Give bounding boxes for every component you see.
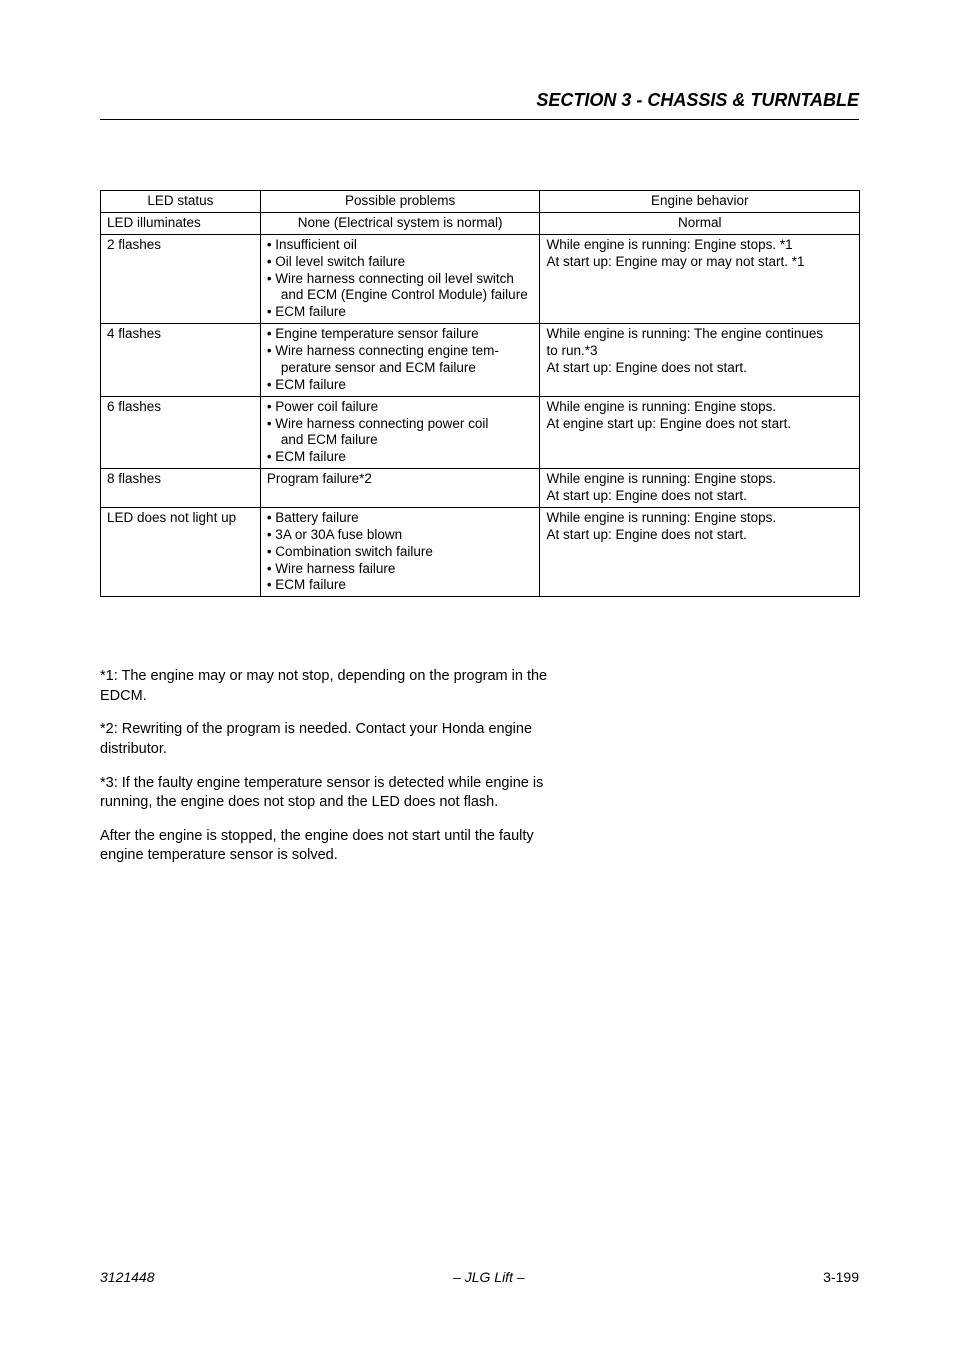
note-2: *2: Rewriting of the program is needed. … xyxy=(100,720,570,759)
cell-behavior: While engine is running: Engine stops.At… xyxy=(540,396,860,469)
table-body: LED illuminatesNone (Electrical system i… xyxy=(101,212,860,596)
table-row: 4 flashes• Engine temperature sensor fai… xyxy=(101,324,860,397)
cell-behavior: While engine is running: Engine stops. *… xyxy=(540,234,860,323)
footer-center: – JLG Lift – xyxy=(453,1269,525,1285)
cell-problems: • Engine temperature sensor failure• Wir… xyxy=(260,324,540,397)
cell-led: 8 flashes xyxy=(101,469,261,508)
cell-behavior: While engine is running: Engine stops.At… xyxy=(540,469,860,508)
th-problems: Possible problems xyxy=(260,191,540,213)
page-footer: 3121448 – JLG Lift – 3-199 xyxy=(100,1269,859,1285)
th-behavior: Engine behavior xyxy=(540,191,860,213)
cell-led: 4 flashes xyxy=(101,324,261,397)
cell-behavior: While engine is running: Engine stops.At… xyxy=(540,507,860,596)
table-row: 8 flashesProgram failure*2While engine i… xyxy=(101,469,860,508)
table-row: 6 flashes• Power coil failure• Wire harn… xyxy=(101,396,860,469)
cell-problems: None (Electrical system is normal) xyxy=(260,212,540,234)
footer-left: 3121448 xyxy=(100,1269,155,1285)
cell-problems: • Battery failure• 3A or 30A fuse blown•… xyxy=(260,507,540,596)
note-4: After the engine is stopped, the engine … xyxy=(100,827,570,866)
table-header-row: LED status Possible problems Engine beha… xyxy=(101,191,860,213)
cell-led: LED illuminates xyxy=(101,212,261,234)
section-header: SECTION 3 - CHASSIS & TURNTABLE xyxy=(100,90,859,111)
diagnostic-table: LED status Possible problems Engine beha… xyxy=(100,190,860,597)
cell-problems: • Power coil failure• Wire harness conne… xyxy=(260,396,540,469)
footer-right: 3-199 xyxy=(823,1269,859,1285)
cell-led: 2 flashes xyxy=(101,234,261,323)
table-row: LED illuminatesNone (Electrical system i… xyxy=(101,212,860,234)
cell-problems: Program failure*2 xyxy=(260,469,540,508)
cell-led: 6 flashes xyxy=(101,396,261,469)
cell-led: LED does not light up xyxy=(101,507,261,596)
note-1: *1: The engine may or may not stop, depe… xyxy=(100,667,570,706)
cell-problems: • Insufficient oil• Oil level switch fai… xyxy=(260,234,540,323)
footnotes: *1: The engine may or may not stop, depe… xyxy=(100,667,570,866)
cell-behavior: While engine is running: The engine cont… xyxy=(540,324,860,397)
cell-behavior: Normal xyxy=(540,212,860,234)
header-rule xyxy=(100,119,859,120)
table-row: 2 flashes• Insufficient oil• Oil level s… xyxy=(101,234,860,323)
th-led: LED status xyxy=(101,191,261,213)
note-3: *3: If the faulty engine temperature sen… xyxy=(100,774,570,813)
table-row: LED does not light up• Battery failure• … xyxy=(101,507,860,596)
